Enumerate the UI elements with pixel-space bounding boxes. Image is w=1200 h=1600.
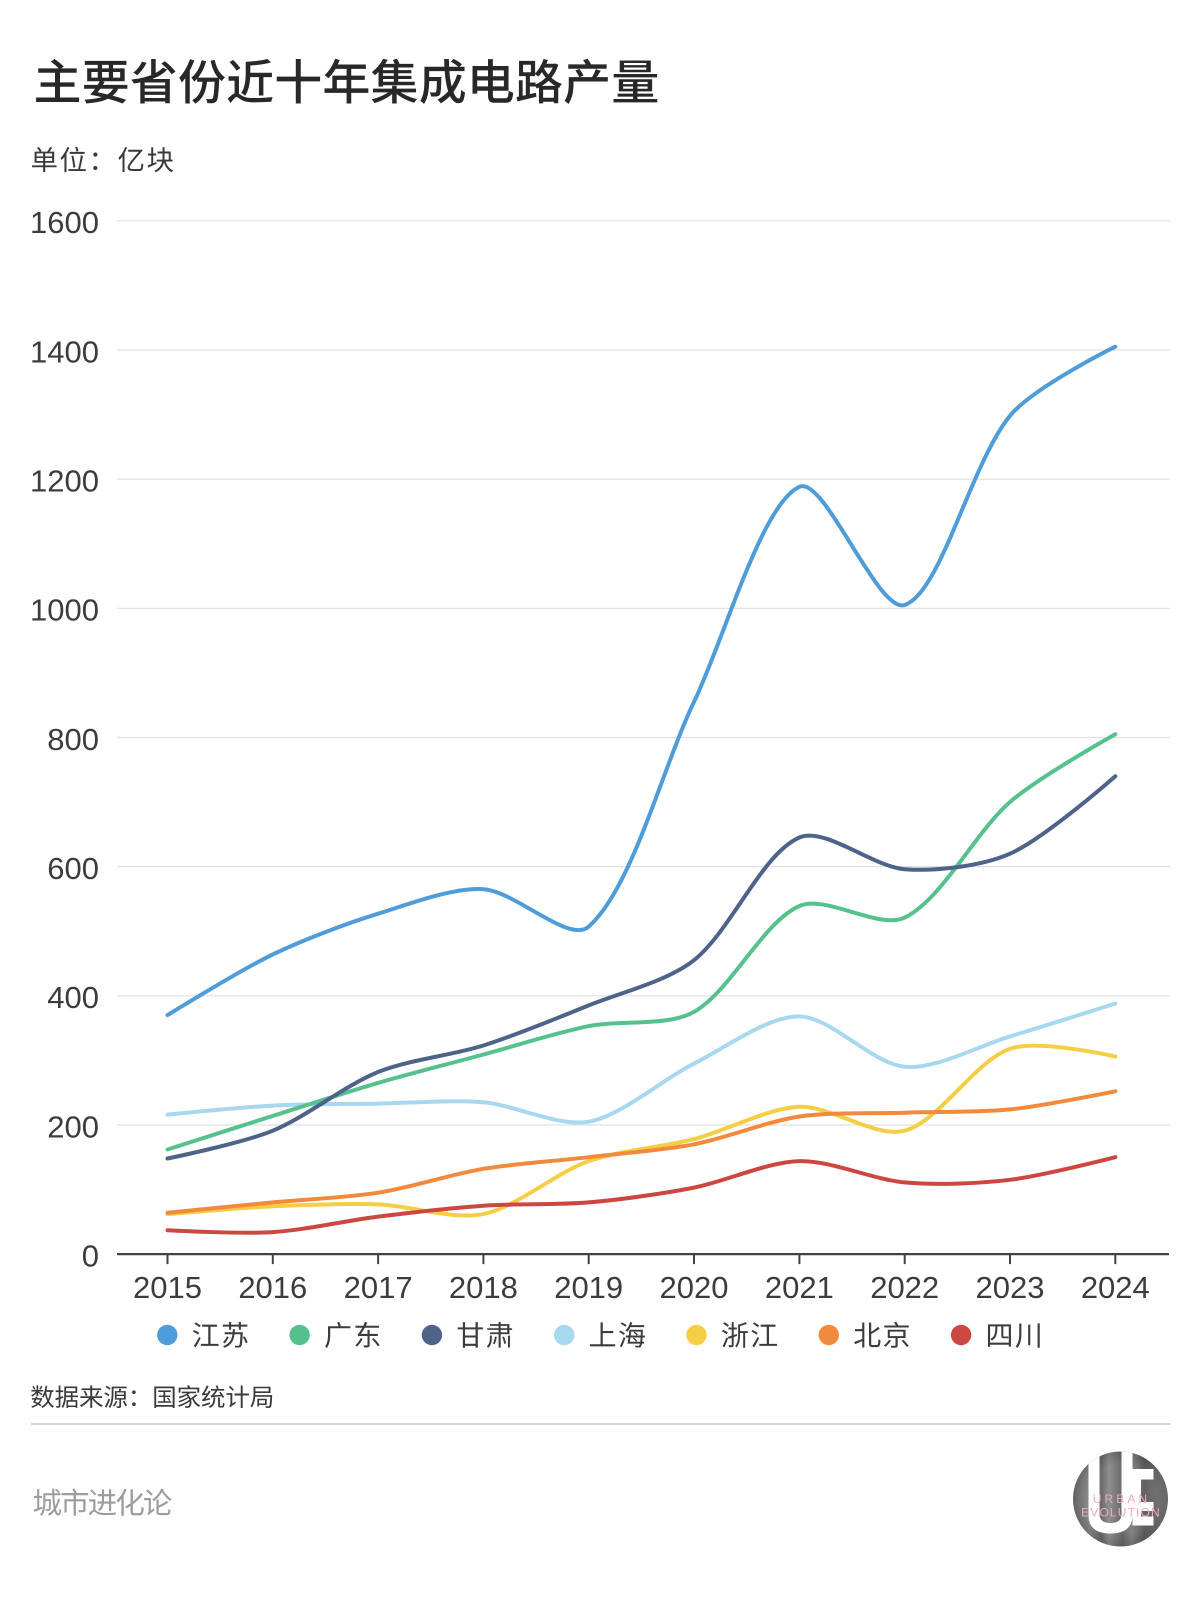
svg-text:URBAN: URBAN — [1093, 1492, 1151, 1506]
svg-text:2021: 2021 — [765, 1270, 834, 1305]
svg-text:2017: 2017 — [344, 1270, 413, 1305]
svg-text:2020: 2020 — [660, 1270, 729, 1305]
svg-text:600: 600 — [47, 851, 99, 886]
svg-text:2016: 2016 — [238, 1270, 307, 1305]
svg-text:2024: 2024 — [1081, 1270, 1150, 1305]
svg-text:1200: 1200 — [30, 464, 99, 499]
svg-text:1600: 1600 — [30, 205, 99, 240]
svg-text:400: 400 — [47, 980, 99, 1015]
svg-text:1400: 1400 — [30, 334, 99, 369]
svg-text:2015: 2015 — [133, 1270, 202, 1305]
svg-text:2023: 2023 — [976, 1270, 1045, 1305]
svg-text:2018: 2018 — [449, 1270, 518, 1305]
svg-text:EVOLUTION: EVOLUTION — [1081, 1506, 1161, 1520]
svg-text:200: 200 — [47, 1109, 99, 1144]
svg-text:0: 0 — [82, 1239, 99, 1274]
svg-text:2022: 2022 — [870, 1270, 939, 1305]
svg-text:2019: 2019 — [554, 1270, 623, 1305]
svg-text:1000: 1000 — [30, 593, 99, 628]
svg-text:800: 800 — [47, 722, 99, 757]
